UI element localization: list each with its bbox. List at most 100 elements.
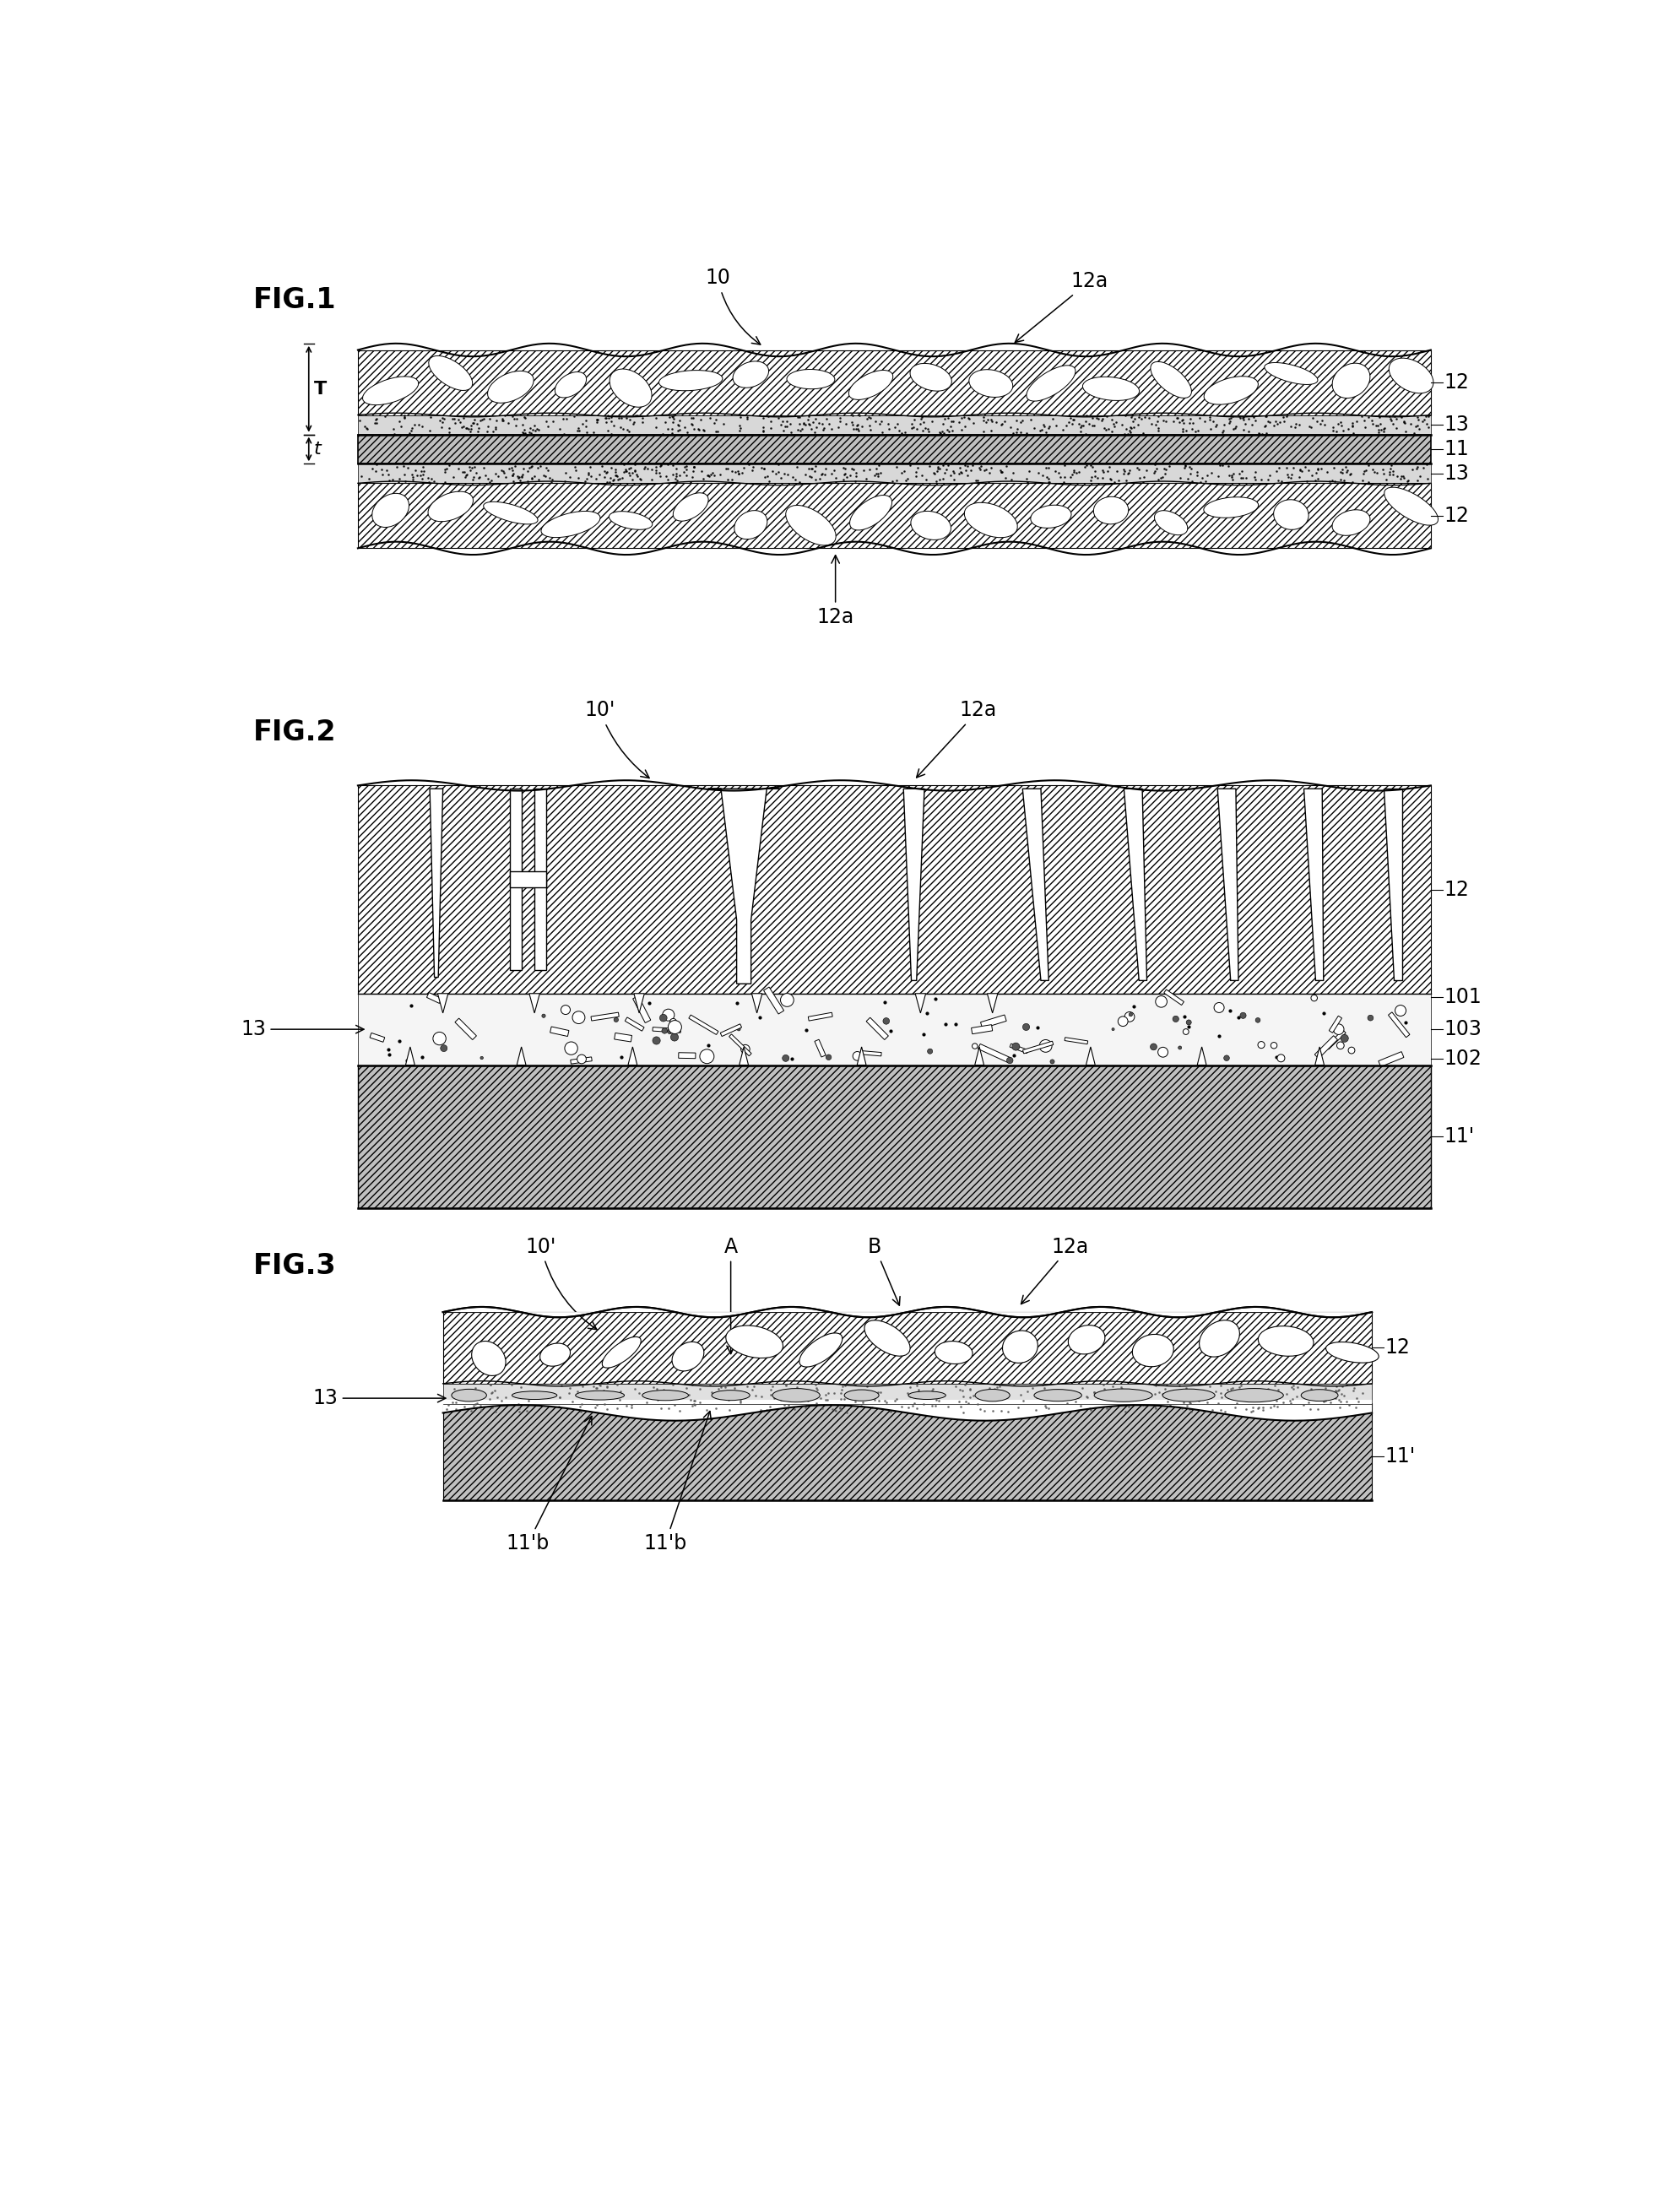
- Point: [1240, 398, 1267, 434]
- Point: [1023, 1380, 1050, 1416]
- Point: [371, 398, 398, 434]
- Point: [678, 1389, 705, 1425]
- Point: [1189, 460, 1215, 495]
- Point: [1323, 414, 1350, 449]
- Circle shape: [542, 1013, 545, 1018]
- Point: [1212, 1394, 1239, 1429]
- Point: [827, 1380, 854, 1416]
- Point: [479, 1389, 506, 1425]
- Point: [1104, 1378, 1131, 1413]
- Point: [1071, 405, 1098, 440]
- Point: [899, 409, 925, 445]
- Point: [900, 1385, 927, 1420]
- Point: [746, 1391, 773, 1427]
- Point: [633, 451, 660, 487]
- Point: [919, 1371, 945, 1407]
- Point: [386, 460, 413, 495]
- Point: [904, 1391, 930, 1427]
- Point: [1013, 1374, 1040, 1409]
- Point: [796, 458, 822, 493]
- Point: [605, 460, 632, 495]
- Circle shape: [1224, 1055, 1229, 1062]
- Point: [565, 414, 592, 449]
- Point: [428, 400, 454, 436]
- Point: [351, 409, 378, 445]
- Point: [948, 411, 975, 447]
- Point: [506, 1387, 532, 1422]
- Point: [751, 460, 778, 495]
- Point: [1098, 414, 1124, 449]
- Point: [919, 1374, 945, 1409]
- Point: [1267, 405, 1293, 440]
- Point: [854, 400, 880, 436]
- Point: [1245, 416, 1272, 451]
- Point: [1079, 449, 1106, 484]
- Point: [557, 1369, 584, 1405]
- Point: [567, 1394, 594, 1429]
- Point: [985, 1369, 1011, 1405]
- Point: [715, 1391, 741, 1427]
- Point: [511, 416, 537, 451]
- Point: [1031, 1387, 1058, 1422]
- Point: [685, 411, 711, 447]
- Point: [789, 1378, 816, 1413]
- Point: [388, 409, 414, 445]
- Point: [618, 1389, 645, 1425]
- Point: [1129, 465, 1156, 500]
- Point: [449, 400, 476, 436]
- Point: [1219, 456, 1245, 491]
- Point: [1234, 414, 1260, 449]
- Point: [618, 456, 645, 491]
- Text: FIG.2: FIG.2: [254, 719, 337, 745]
- Point: [771, 409, 797, 445]
- Ellipse shape: [733, 361, 768, 387]
- Point: [1235, 1380, 1262, 1416]
- Point: [980, 1394, 1006, 1429]
- Point: [1396, 405, 1423, 440]
- Point: [1172, 449, 1199, 484]
- Point: [1273, 1376, 1300, 1411]
- Point: [1111, 1394, 1137, 1429]
- Point: [1242, 462, 1268, 498]
- Point: [1000, 1367, 1026, 1402]
- Point: [1068, 1369, 1094, 1405]
- Point: [1214, 1371, 1240, 1407]
- Point: [867, 405, 894, 440]
- Circle shape: [1006, 1057, 1013, 1064]
- Point: [754, 462, 781, 498]
- Point: [821, 1376, 847, 1411]
- Point: [761, 1380, 788, 1416]
- Point: [996, 409, 1023, 445]
- Point: [564, 1374, 590, 1409]
- Point: [895, 1389, 922, 1425]
- Point: [884, 407, 910, 442]
- Polygon shape: [438, 993, 448, 1013]
- Point: [783, 1369, 809, 1405]
- Point: [771, 1378, 797, 1413]
- Point: [1282, 407, 1308, 442]
- Point: [511, 451, 537, 487]
- Point: [1151, 451, 1177, 487]
- Point: [414, 460, 441, 495]
- Text: 11': 11': [1442, 1126, 1474, 1146]
- Polygon shape: [628, 1046, 637, 1064]
- Point: [1207, 1376, 1234, 1411]
- Point: [864, 458, 890, 493]
- Point: [1035, 1391, 1061, 1427]
- Point: [1197, 411, 1224, 447]
- Point: [604, 458, 630, 493]
- Point: [1370, 414, 1396, 449]
- Point: [801, 414, 827, 449]
- Point: [466, 460, 492, 495]
- Point: [1365, 414, 1391, 449]
- Ellipse shape: [909, 1391, 945, 1400]
- Point: [1343, 1380, 1370, 1416]
- Point: [827, 1376, 854, 1411]
- Point: [662, 460, 688, 495]
- Point: [1116, 456, 1142, 491]
- Point: [804, 1371, 831, 1407]
- Point: [983, 1369, 1010, 1405]
- Point: [534, 453, 560, 489]
- Ellipse shape: [642, 1389, 688, 1400]
- Point: [1280, 1371, 1307, 1407]
